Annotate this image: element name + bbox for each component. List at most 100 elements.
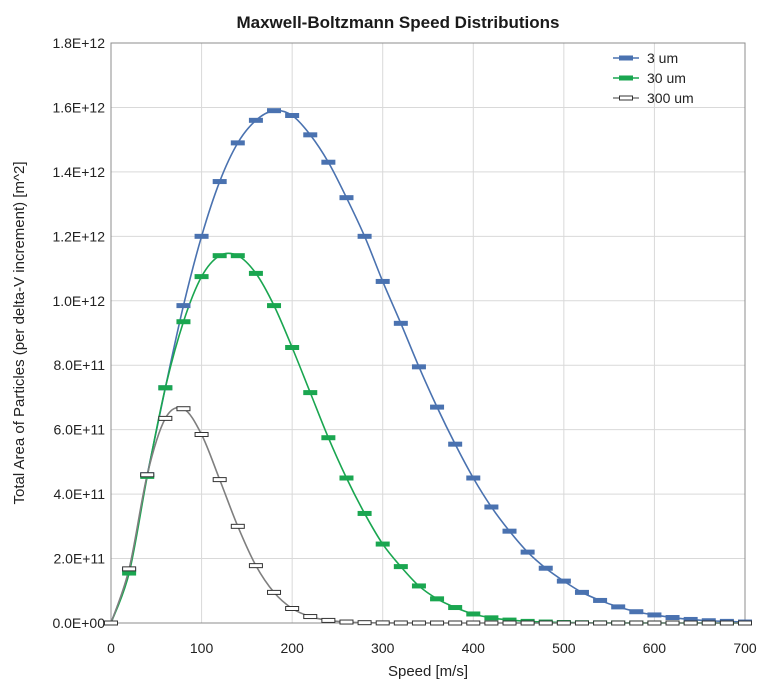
data-point-s0-23 — [521, 550, 534, 554]
data-point-s2-0 — [105, 621, 118, 625]
data-point-s2-11 — [304, 615, 317, 619]
data-point-s0-19 — [449, 442, 462, 446]
chart: Maxwell-Boltzmann Speed Distributions 0.… — [0, 0, 766, 691]
data-point-s2-20 — [467, 621, 480, 625]
data-point-s2-29 — [630, 621, 643, 625]
data-point-s2-24 — [539, 621, 552, 625]
data-point-s2-33 — [702, 621, 715, 625]
y-tick-label: 1.0E+12 — [52, 293, 105, 309]
data-point-s2-22 — [503, 621, 516, 625]
data-point-s0-4 — [177, 304, 190, 308]
data-point-s2-6 — [213, 478, 226, 482]
data-point-s1-11 — [304, 391, 317, 395]
data-point-s2-9 — [268, 590, 281, 594]
y-tick-label: 0.0E+00 — [52, 615, 105, 631]
data-point-s2-3 — [159, 416, 172, 420]
data-point-s0-15 — [376, 279, 389, 283]
data-point-s2-27 — [594, 621, 607, 625]
y-axis-label: Total Area of Particles (per delta-V inc… — [11, 161, 28, 504]
data-point-s0-5 — [195, 234, 208, 238]
data-point-s1-5 — [195, 275, 208, 279]
data-point-s2-32 — [684, 621, 697, 625]
data-point-s1-6 — [213, 254, 226, 258]
data-point-s0-9 — [268, 109, 281, 113]
data-point-s1-1 — [123, 571, 136, 575]
legend-marker-0 — [620, 56, 633, 60]
y-tick-label: 2.0E+11 — [53, 551, 105, 567]
data-point-s0-13 — [340, 196, 353, 200]
data-point-s1-21 — [485, 616, 498, 620]
legend-label-0: 3 um — [647, 50, 678, 66]
x-tick-label: 0 — [107, 640, 115, 656]
data-point-s0-14 — [358, 234, 371, 238]
data-point-s0-20 — [467, 476, 480, 480]
data-point-s1-19 — [449, 606, 462, 610]
data-point-s0-28 — [612, 605, 625, 609]
data-point-s1-10 — [286, 346, 299, 350]
data-point-s0-12 — [322, 160, 335, 164]
data-point-s1-3 — [159, 386, 172, 390]
x-tick-label: 300 — [371, 640, 395, 656]
data-point-s2-17 — [412, 621, 425, 625]
legend-label-1: 30 um — [647, 70, 686, 86]
data-point-s1-9 — [268, 304, 281, 308]
data-point-s0-17 — [412, 365, 425, 369]
data-point-s1-16 — [394, 565, 407, 569]
data-point-s2-19 — [449, 621, 462, 625]
data-point-s1-15 — [376, 542, 389, 546]
data-point-s1-12 — [322, 436, 335, 440]
data-point-s0-10 — [286, 114, 299, 118]
data-point-s2-18 — [431, 621, 444, 625]
data-point-s1-8 — [249, 271, 262, 275]
data-point-s2-25 — [557, 621, 570, 625]
data-point-s2-21 — [485, 621, 498, 625]
data-point-s0-22 — [503, 529, 516, 533]
chart-title: Maxwell-Boltzmann Speed Distributions — [236, 13, 559, 32]
data-point-s2-28 — [612, 621, 625, 625]
data-point-s0-30 — [648, 613, 661, 617]
data-point-s0-11 — [304, 133, 317, 137]
legend-label-2: 300 um — [647, 90, 694, 106]
data-point-s1-4 — [177, 320, 190, 324]
data-point-s2-26 — [575, 621, 588, 625]
data-point-s2-30 — [648, 621, 661, 625]
data-point-s0-27 — [594, 598, 607, 602]
data-point-s2-1 — [123, 567, 136, 571]
data-point-s2-16 — [394, 621, 407, 625]
x-tick-label: 200 — [280, 640, 304, 656]
data-point-s2-2 — [141, 473, 154, 477]
data-point-s1-14 — [358, 511, 371, 515]
y-tick-label: 8.0E+11 — [53, 357, 105, 373]
x-tick-label: 400 — [462, 640, 486, 656]
data-point-s2-35 — [739, 621, 752, 625]
data-point-s1-13 — [340, 476, 353, 480]
data-point-s0-25 — [557, 579, 570, 583]
legend-marker-2 — [620, 96, 633, 100]
data-point-s2-4 — [177, 407, 190, 411]
data-point-s2-15 — [376, 621, 389, 625]
data-point-s0-21 — [485, 505, 498, 509]
y-tick-label: 1.6E+12 — [52, 99, 105, 115]
data-point-s2-12 — [322, 618, 335, 622]
y-tick-label: 4.0E+11 — [53, 486, 105, 502]
y-tick-label: 1.2E+12 — [52, 228, 105, 244]
y-tick-label: 6.0E+11 — [53, 422, 105, 438]
x-tick-label: 700 — [733, 640, 757, 656]
x-tick-label: 100 — [190, 640, 214, 656]
y-tick-label: 1.8E+12 — [52, 35, 105, 51]
x-tick-label: 500 — [552, 640, 576, 656]
data-point-s0-7 — [231, 141, 244, 145]
x-tick-label: 600 — [643, 640, 667, 656]
data-point-s2-7 — [231, 524, 244, 528]
data-point-s1-18 — [431, 597, 444, 601]
data-point-s2-23 — [521, 621, 534, 625]
data-point-s2-31 — [666, 621, 679, 625]
data-point-s1-20 — [467, 612, 480, 616]
data-point-s2-14 — [358, 621, 371, 625]
data-point-s2-5 — [195, 433, 208, 437]
data-point-s0-24 — [539, 566, 552, 570]
data-point-s0-29 — [630, 610, 643, 614]
y-tick-label: 1.4E+12 — [52, 164, 105, 180]
data-point-s0-6 — [213, 180, 226, 184]
data-point-s0-31 — [666, 616, 679, 620]
